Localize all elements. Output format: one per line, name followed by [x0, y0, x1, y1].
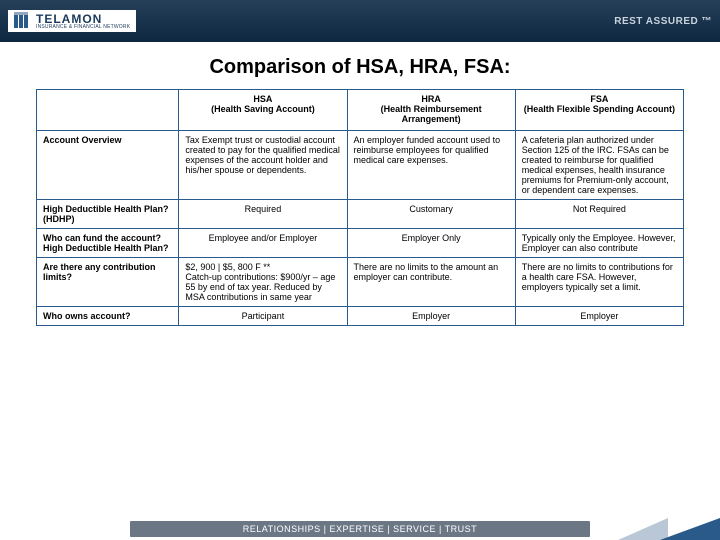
- row-label: High Deductible Health Plan? (HDHP): [37, 200, 179, 229]
- table-row: Who owns account?ParticipantEmployerEmpl…: [37, 307, 684, 326]
- cell-hsa: Tax Exempt trust or custodial account cr…: [179, 131, 347, 200]
- logo: TELAMON INSURANCE & FINANCIAL NETWORK: [8, 10, 136, 32]
- cell-fsa: Not Required: [515, 200, 683, 229]
- header-bar: TELAMON INSURANCE & FINANCIAL NETWORK RE…: [0, 0, 720, 42]
- col-header-hra-long: (Health Reimbursement Arrangement): [347, 104, 515, 131]
- comparison-table-wrap: HSA HRA FSA (Health Saving Account) (Hea…: [0, 89, 720, 326]
- col-header-empty: [37, 90, 179, 131]
- cell-hsa: Employee and/or Employer: [179, 229, 347, 258]
- table-row: Account OverviewTax Exempt trust or cust…: [37, 131, 684, 200]
- cell-hra: An employer funded account used to reimb…: [347, 131, 515, 200]
- cell-hra: There are no limits to the amount an emp…: [347, 258, 515, 307]
- logo-text-sub: INSURANCE & FINANCIAL NETWORK: [36, 25, 130, 30]
- row-label: Who can fund the account? High Deductibl…: [37, 229, 179, 258]
- cell-hsa: Required: [179, 200, 347, 229]
- header-tagline: REST ASSURED ™: [614, 16, 712, 27]
- col-header-hsa-long: (Health Saving Account): [179, 104, 347, 131]
- row-label: Are there any contribution limits?: [37, 258, 179, 307]
- col-header-hsa-short: HSA: [179, 90, 347, 105]
- footer: RELATIONSHIPS | EXPERTISE | SERVICE | TR…: [0, 518, 720, 540]
- col-header-fsa-long: (Health Flexible Spending Account): [515, 104, 683, 131]
- row-label: Who owns account?: [37, 307, 179, 326]
- cell-hra: Employer: [347, 307, 515, 326]
- table-head: HSA HRA FSA (Health Saving Account) (Hea…: [37, 90, 684, 131]
- cell-fsa: Employer: [515, 307, 683, 326]
- table-row: Who can fund the account? High Deductibl…: [37, 229, 684, 258]
- comparison-table: HSA HRA FSA (Health Saving Account) (Hea…: [36, 89, 684, 326]
- cell-hra: Employer Only: [347, 229, 515, 258]
- cell-hsa: $2, 900 | $5, 800 F ** Catch-up contribu…: [179, 258, 347, 307]
- cell-fsa: There are no limits to contributions for…: [515, 258, 683, 307]
- table-row: Are there any contribution limits?$2, 90…: [37, 258, 684, 307]
- cell-fsa: Typically only the Employee. However, Em…: [515, 229, 683, 258]
- page-title: Comparison of HSA, HRA, FSA:: [0, 56, 720, 79]
- footer-accent-dark: [660, 518, 720, 540]
- col-header-hra-short: HRA: [347, 90, 515, 105]
- col-header-fsa-short: FSA: [515, 90, 683, 105]
- cell-hsa: Participant: [179, 307, 347, 326]
- table-row: High Deductible Health Plan? (HDHP)Requi…: [37, 200, 684, 229]
- cell-hra: Customary: [347, 200, 515, 229]
- cell-fsa: A cafeteria plan authorized under Sectio…: [515, 131, 683, 200]
- logo-icon: [14, 12, 32, 30]
- footer-text: RELATIONSHIPS | EXPERTISE | SERVICE | TR…: [130, 521, 591, 537]
- logo-text-main: TELAMON: [36, 13, 130, 25]
- table-body: Account OverviewTax Exempt trust or cust…: [37, 131, 684, 326]
- row-label: Account Overview: [37, 131, 179, 200]
